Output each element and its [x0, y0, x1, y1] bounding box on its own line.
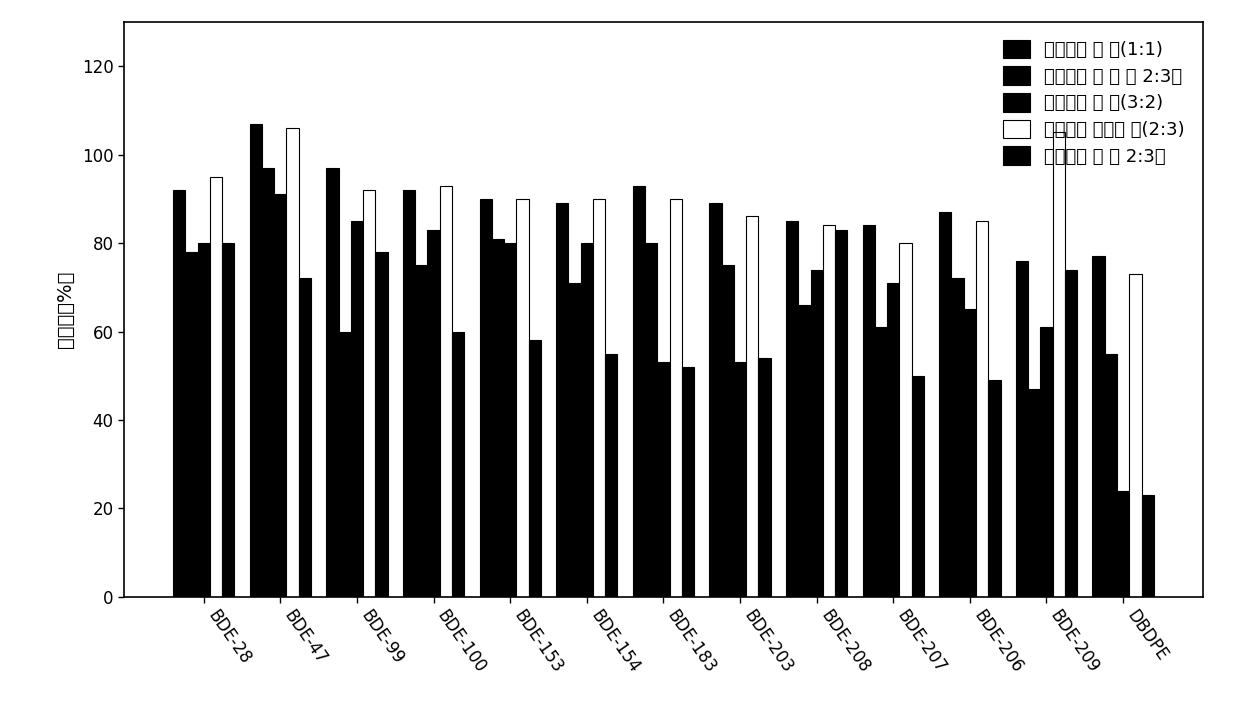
Bar: [516, 199, 528, 597]
Bar: [645, 243, 657, 597]
Bar: [951, 278, 963, 597]
Bar: [451, 331, 464, 597]
Bar: [976, 221, 988, 597]
Bar: [1092, 256, 1105, 597]
Bar: [210, 177, 222, 597]
Bar: [326, 168, 339, 597]
Legend: 正己烷： 丙 酮(1:1), 正己烷： 丙 酮 （ 2:3）, 正己烷： 丙 酮(3:2), 正己烷： 二氯甲 烷(2:3), 正己烷： 水 （ 2:3）: 正己烷： 丙 酮(1:1), 正己烷： 丙 酮 （ 2:3）, 正己烷： 丙 酮…: [993, 31, 1194, 175]
Bar: [480, 199, 492, 597]
Bar: [593, 199, 605, 597]
Bar: [403, 190, 415, 597]
Bar: [682, 367, 694, 597]
Bar: [911, 376, 924, 597]
Bar: [222, 243, 234, 597]
Bar: [286, 128, 299, 597]
Bar: [428, 230, 440, 597]
Bar: [875, 327, 887, 597]
Bar: [492, 239, 503, 597]
Bar: [440, 186, 451, 597]
Bar: [939, 212, 951, 597]
Bar: [185, 252, 197, 597]
Bar: [1105, 354, 1117, 597]
Bar: [1142, 495, 1153, 597]
Y-axis label: 回收率（%）: 回收率（%）: [56, 271, 74, 348]
Bar: [174, 190, 185, 597]
Bar: [1040, 327, 1053, 597]
Bar: [786, 221, 799, 597]
Bar: [759, 358, 771, 597]
Bar: [415, 265, 428, 597]
Bar: [528, 341, 541, 597]
Bar: [657, 363, 670, 597]
Bar: [376, 252, 388, 597]
Bar: [811, 269, 823, 597]
Bar: [863, 226, 875, 597]
Bar: [963, 309, 976, 597]
Bar: [363, 190, 376, 597]
Bar: [670, 199, 682, 597]
Bar: [709, 203, 722, 597]
Bar: [580, 243, 593, 597]
Bar: [734, 363, 746, 597]
Bar: [503, 243, 516, 597]
Bar: [262, 168, 274, 597]
Bar: [799, 305, 811, 597]
Bar: [988, 380, 1001, 597]
Bar: [1117, 491, 1130, 597]
Bar: [339, 331, 351, 597]
Bar: [249, 124, 262, 597]
Bar: [746, 216, 759, 597]
Bar: [835, 230, 847, 597]
Bar: [1065, 269, 1078, 597]
Bar: [899, 243, 911, 597]
Bar: [556, 203, 568, 597]
Bar: [274, 194, 286, 597]
Bar: [299, 278, 311, 597]
Bar: [887, 283, 899, 597]
Bar: [632, 186, 645, 597]
Bar: [1053, 132, 1065, 597]
Bar: [1016, 261, 1028, 597]
Bar: [722, 265, 734, 597]
Bar: [823, 226, 835, 597]
Bar: [1130, 274, 1142, 597]
Bar: [568, 283, 580, 597]
Bar: [351, 221, 363, 597]
Bar: [605, 354, 618, 597]
Bar: [197, 243, 210, 597]
Bar: [1028, 389, 1040, 597]
